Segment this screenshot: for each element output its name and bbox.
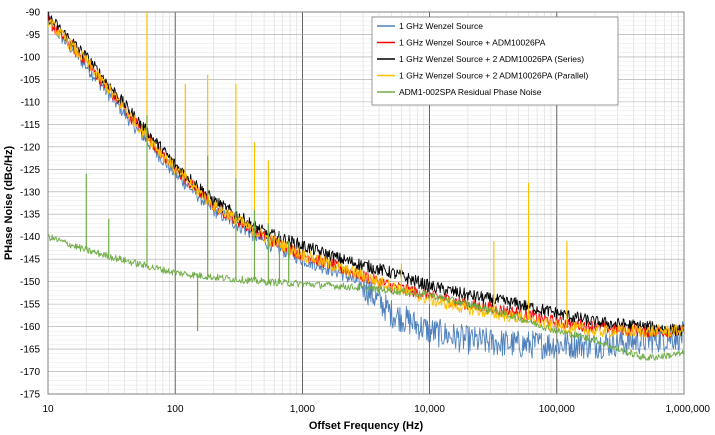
y-tick-label: -145 xyxy=(20,255,40,266)
y-tick-label: -90 xyxy=(26,8,41,19)
y-tick-label: -160 xyxy=(20,322,40,333)
x-tick-label: 1,000,000 xyxy=(666,404,711,415)
y-tick-label: -155 xyxy=(20,300,40,311)
y-tick-label: -135 xyxy=(20,210,40,221)
x-tick-label: 10,000 xyxy=(414,404,445,415)
x-tick-label: 1,000 xyxy=(290,404,315,415)
x-tick-label: 10 xyxy=(42,404,54,415)
y-axis-label: PHase Noise (dBc/Hz) xyxy=(3,146,15,261)
x-tick-label: 100 xyxy=(167,404,184,415)
y-tick-label: -130 xyxy=(20,187,40,198)
legend-label-2: 1 GHz Wenzel Source + ADM10026PA xyxy=(399,38,546,48)
y-tick-label: -115 xyxy=(21,120,41,131)
legend-label-5: ADM1-002SPA Residual Phase Noise xyxy=(399,87,542,97)
y-tick-label: -125 xyxy=(20,165,40,176)
y-tick-label: -105 xyxy=(20,75,40,86)
x-tick-label: 100,000 xyxy=(539,404,576,415)
y-tick-label: -120 xyxy=(20,142,40,153)
legend-label-3: 1 GHz Wenzel Source + 2 ADM10026PA (Seri… xyxy=(399,54,584,64)
y-tick-label: -175 xyxy=(20,390,40,401)
y-tick-label: -100 xyxy=(20,52,40,63)
legend-label-1: 1 GHz Wenzel Source xyxy=(399,21,483,31)
y-tick-label: -150 xyxy=(20,277,40,288)
y-tick-label: -110 xyxy=(21,97,41,108)
legend-label-4: 1 GHz Wenzel Source + 2 ADM10026PA (Para… xyxy=(399,71,589,81)
y-tick-label: -95 xyxy=(26,30,41,41)
y-tick-label: -140 xyxy=(20,232,40,243)
legend: 1 GHz Wenzel Source 1 GHz Wenzel Source +… xyxy=(372,17,618,105)
y-tick-label: -165 xyxy=(20,345,40,356)
x-axis-label: Offset Frequency (Hz) xyxy=(309,420,424,432)
y-tick-label: -170 xyxy=(20,367,40,378)
phase-noise-chart: 10 100 1,000 10,000 100,000 1,000,000 -90 -95 -… xyxy=(0,0,715,435)
